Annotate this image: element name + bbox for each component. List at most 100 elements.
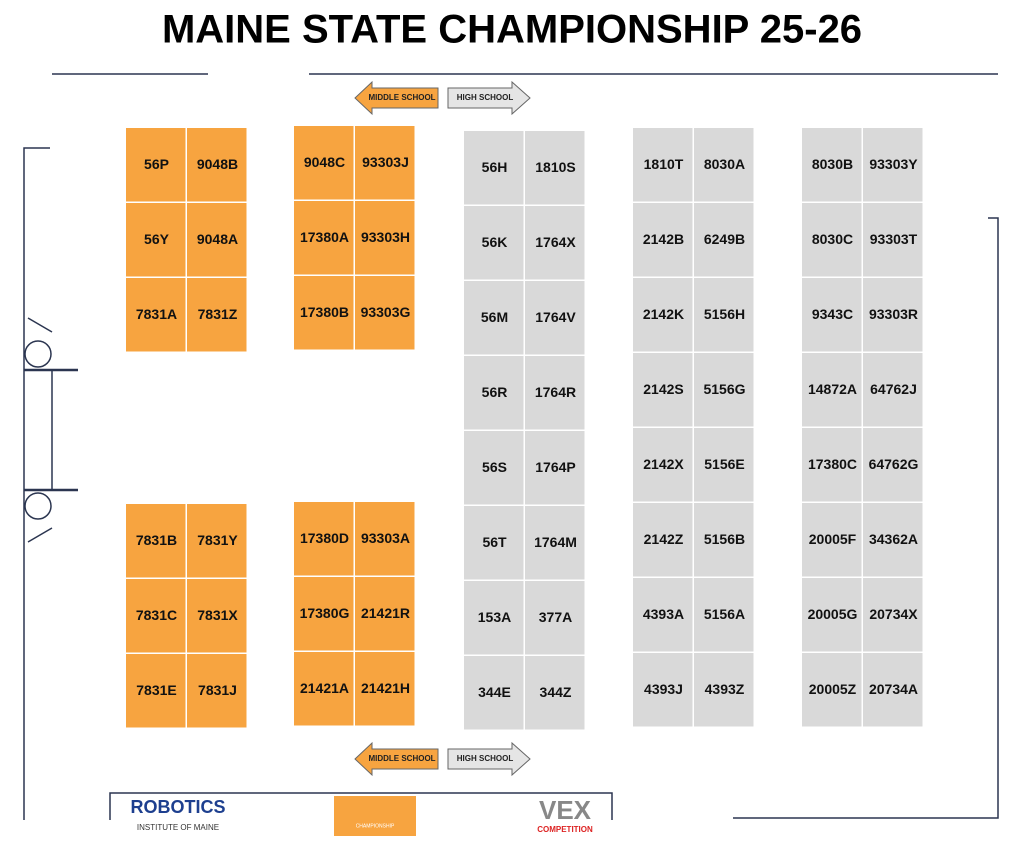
booth <box>694 128 754 202</box>
walls <box>23 73 999 820</box>
booth <box>126 278 186 352</box>
arrow-label: MIDDLE SCHOOL <box>368 754 435 763</box>
arrow-middle-school <box>354 741 439 777</box>
team-number: 14872A <box>808 381 857 397</box>
team-number: 1764X <box>535 234 576 250</box>
booth <box>464 281 524 355</box>
arrow-label: HIGH SCHOOL <box>457 93 514 102</box>
booth <box>355 652 415 726</box>
booth <box>863 503 923 577</box>
team-number: 2142K <box>643 306 684 322</box>
booth <box>633 128 693 202</box>
logo-text: INSTITUTE OF MAINE <box>137 823 219 832</box>
booth <box>464 506 524 580</box>
booth <box>464 206 524 280</box>
team-number: 7831X <box>197 607 238 623</box>
team-number: 64762J <box>870 381 917 397</box>
team-number: 56M <box>481 309 508 325</box>
team-number: 7831B <box>136 532 177 548</box>
team-number: 56P <box>144 156 169 172</box>
team-number: 1764R <box>535 384 576 400</box>
team-number: 93303J <box>362 154 409 170</box>
team-number: 9048B <box>197 156 238 172</box>
team-number: 21421H <box>361 680 410 696</box>
team-number: 377A <box>539 609 572 625</box>
team-number: 21421R <box>361 605 410 621</box>
booth <box>633 353 693 427</box>
team-number: 56S <box>482 459 507 475</box>
booth <box>694 503 754 577</box>
booth <box>802 578 862 652</box>
team-number: 56K <box>482 234 508 250</box>
team-number: 8030B <box>812 156 853 172</box>
team-number: 64762G <box>869 456 919 472</box>
booth <box>464 431 524 505</box>
booth <box>126 504 186 578</box>
arrow-high-school <box>447 741 531 777</box>
team-number: 93303H <box>361 229 410 245</box>
booth <box>294 577 354 651</box>
booth <box>355 577 415 651</box>
booth <box>187 203 247 277</box>
team-number: 9048C <box>304 154 345 170</box>
booth <box>802 278 862 352</box>
team-number: 5156G <box>703 381 745 397</box>
team-number: 56Y <box>144 231 170 247</box>
team-number: 56T <box>482 534 507 550</box>
booth <box>802 203 862 277</box>
booth <box>525 581 585 655</box>
team-number: 93303A <box>361 530 410 546</box>
team-number: 5156B <box>704 531 745 547</box>
logo-text: ROBOTICS <box>130 797 225 817</box>
booth <box>525 281 585 355</box>
team-number: 21421A <box>300 680 349 696</box>
arrow-label: HIGH SCHOOL <box>457 754 514 763</box>
booth <box>355 201 415 275</box>
team-number: 344E <box>478 684 511 700</box>
booth <box>863 278 923 352</box>
team-number: 9048A <box>197 231 238 247</box>
team-number: 2142X <box>643 456 684 472</box>
team-number: 4393A <box>643 606 684 622</box>
booth <box>802 428 862 502</box>
team-number: 4393Z <box>705 681 745 697</box>
team-number: 7831J <box>198 682 237 698</box>
team-number: 9343C <box>812 306 853 322</box>
team-number: 153A <box>478 609 511 625</box>
team-number: 20734A <box>869 681 918 697</box>
team-number: 7831Z <box>198 306 238 322</box>
team-number: 7831C <box>136 607 177 623</box>
team-number: 93303R <box>869 306 918 322</box>
booth <box>294 502 354 576</box>
booth <box>802 128 862 202</box>
team-number: 1764P <box>535 459 575 475</box>
team-number: 7831Y <box>197 532 238 548</box>
team-number: 1810T <box>644 156 684 172</box>
booth <box>694 203 754 277</box>
booth <box>863 128 923 202</box>
booth <box>633 278 693 352</box>
booth <box>633 428 693 502</box>
team-number: 93303Y <box>869 156 918 172</box>
booth <box>355 502 415 576</box>
booth <box>525 656 585 730</box>
team-number: 20734X <box>869 606 918 622</box>
team-number: 6249B <box>704 231 745 247</box>
logo-text: CHAMPIONSHIP <box>356 823 395 829</box>
booth <box>187 128 247 202</box>
team-number: 17380D <box>300 530 349 546</box>
booth <box>464 131 524 205</box>
booth <box>525 206 585 280</box>
booth <box>187 278 247 352</box>
team-number: 56H <box>482 159 508 175</box>
booth <box>694 353 754 427</box>
team-number: 34362A <box>869 531 918 547</box>
team-number: 17380B <box>300 304 349 320</box>
booth <box>633 203 693 277</box>
booth <box>294 276 354 350</box>
booth <box>694 653 754 727</box>
team-number: 1810S <box>535 159 575 175</box>
booth <box>126 579 186 653</box>
booth <box>802 653 862 727</box>
